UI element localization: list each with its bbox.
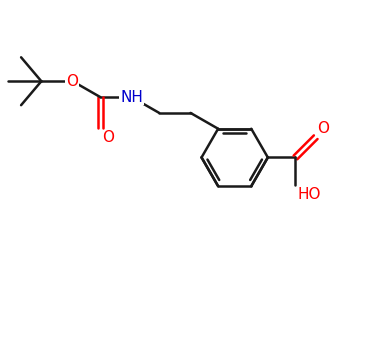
Text: NH: NH [120, 90, 143, 104]
Text: O: O [66, 74, 78, 89]
Text: O: O [317, 121, 330, 136]
Text: HO: HO [297, 187, 321, 202]
Text: O: O [102, 130, 114, 145]
